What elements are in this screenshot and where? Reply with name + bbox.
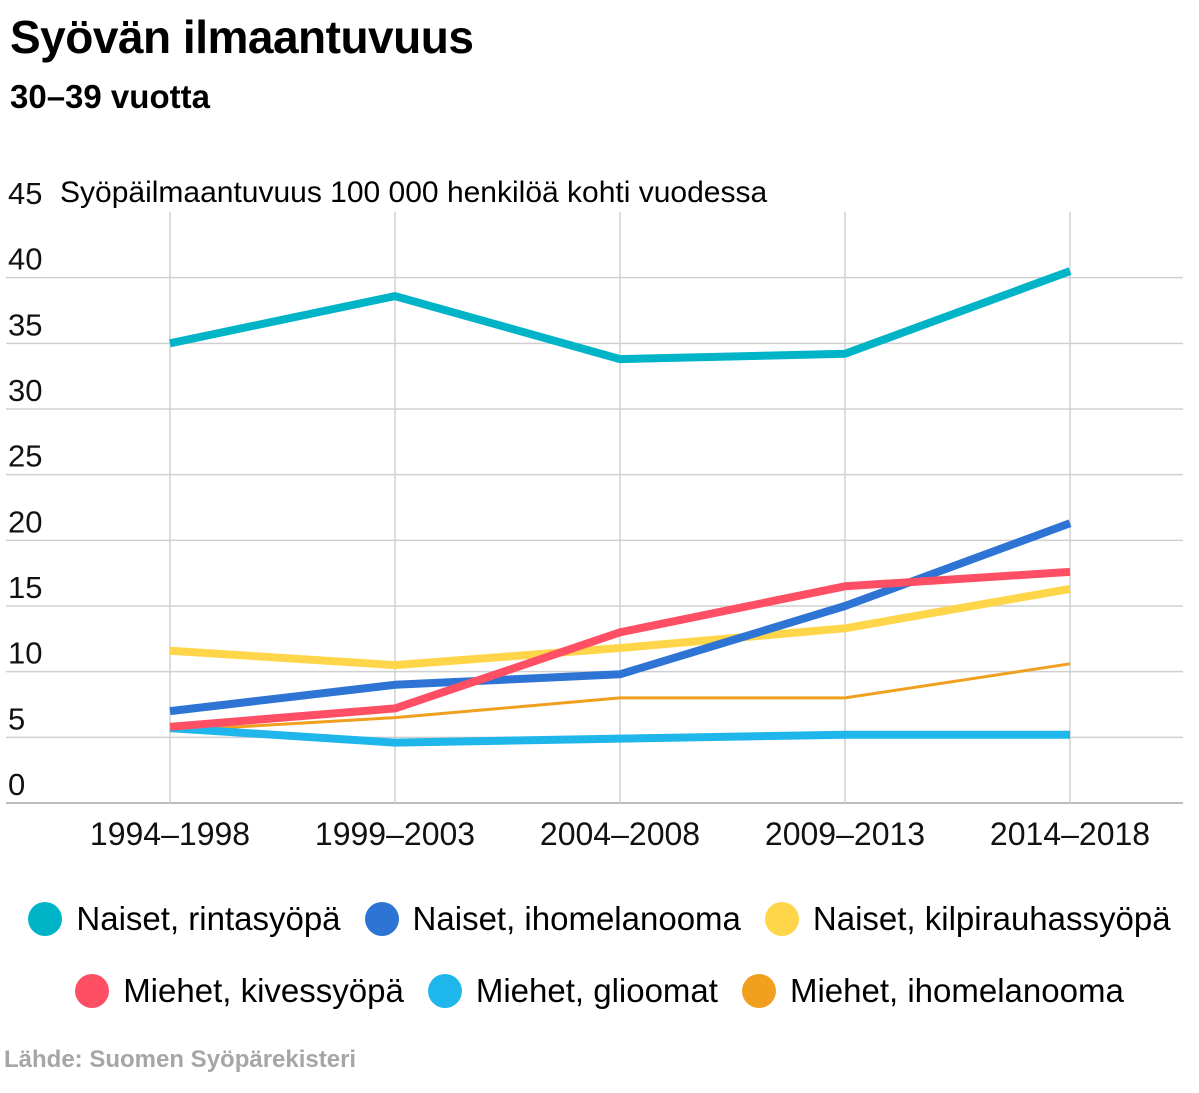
x-tick-label-4: 2014–2018 <box>990 816 1150 852</box>
y-tick-label-15: 15 <box>8 570 42 605</box>
x-tick-label-3: 2009–2013 <box>765 816 925 852</box>
y-tick-label-40: 40 <box>8 242 42 277</box>
legend-row-2: Miehet, kivessyöpä Miehet, glioomat Miehet… <box>0 972 1199 1010</box>
legend-row-1: Naiset, rintasyöpä Naiset, ihomelanooma Na… <box>0 900 1199 938</box>
legend-label-5: Miehet, ihomelanooma <box>789 972 1124 1009</box>
x-tick-label-1: 1999–2003 <box>315 816 475 852</box>
y-tick-label-45: 45 <box>8 176 42 211</box>
y-tick-label-0: 0 <box>8 767 25 802</box>
legend-label-3: Miehet, kivessyöpä <box>123 972 404 1009</box>
x-tick-label-2: 2004–2008 <box>540 816 700 852</box>
legend-swatch-5 <box>741 974 776 1008</box>
source-note: Lähde: Suomen Syöpärekisteri <box>4 1046 357 1073</box>
legend-swatch-4 <box>427 974 462 1008</box>
legend-item-4: Miehet, glioomat <box>427 972 718 1010</box>
legend-swatch-1 <box>364 902 399 936</box>
y-tick-label-5: 5 <box>8 701 25 736</box>
legend-swatch-3 <box>75 974 110 1008</box>
y-axis-label: Syöpäilmaantuvuus 100 000 henkilöä kohti… <box>60 176 768 209</box>
legend-item-2: Naiset, kilpirauhassyöpä <box>764 900 1171 938</box>
chart-subtitle: 30–39 vuotta <box>10 78 210 115</box>
legend-item-3: Miehet, kivessyöpä <box>75 972 404 1010</box>
legend-item-1: Naiset, ihomelanooma <box>364 900 741 938</box>
y-tick-label-25: 25 <box>8 439 42 474</box>
legend-item-0: Naiset, rintasyöpä <box>28 900 341 938</box>
series-line-3 <box>169 567 1071 731</box>
series-line-5 <box>169 662 1071 733</box>
legend-swatch-2 <box>764 902 799 936</box>
x-tick-label-0: 1994–1998 <box>90 816 250 852</box>
legend-label-1: Naiset, ihomelanooma <box>412 900 741 937</box>
y-tick-label-35: 35 <box>8 307 42 342</box>
chart-title: Syövän ilmaantuvuus <box>10 11 474 63</box>
legend-swatch-0 <box>28 902 63 936</box>
legend-label-2: Naiset, kilpirauhassyöpä <box>812 900 1171 937</box>
legend-label-4: Miehet, glioomat <box>475 972 718 1009</box>
y-tick-label-30: 30 <box>8 373 42 408</box>
y-tick-label-20: 20 <box>8 504 42 539</box>
legend-label-0: Naiset, rintasyöpä <box>76 900 341 937</box>
legend-item-5: Miehet, ihomelanooma <box>741 972 1124 1010</box>
series-line-2 <box>169 584 1071 670</box>
series-line-4 <box>169 724 1070 747</box>
series-line-0 <box>169 267 1072 364</box>
y-tick-label-10: 10 <box>8 636 42 671</box>
